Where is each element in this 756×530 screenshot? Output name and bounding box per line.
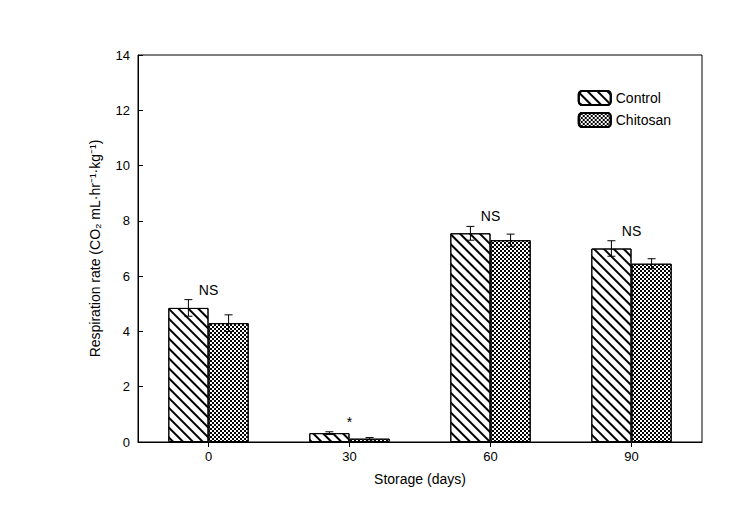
svg-text:8: 8 <box>123 213 130 228</box>
svg-text:2: 2 <box>123 379 130 394</box>
svg-text:10: 10 <box>116 158 130 173</box>
svg-text:Chitosan: Chitosan <box>616 112 671 128</box>
svg-text:Storage (days): Storage (days) <box>374 471 466 487</box>
svg-text:NS: NS <box>481 208 500 224</box>
svg-text:0: 0 <box>123 435 130 450</box>
svg-text:60: 60 <box>483 449 497 464</box>
svg-text:30: 30 <box>342 449 356 464</box>
svg-text:Respiration rate (CO₂ mL·hr⁻¹·: Respiration rate (CO₂ mL·hr⁻¹·kg⁻¹) <box>87 140 103 358</box>
svg-text:*: * <box>347 414 353 430</box>
svg-text:0: 0 <box>205 449 212 464</box>
svg-text:4: 4 <box>123 324 130 339</box>
svg-text:NS: NS <box>199 282 218 298</box>
svg-text:Control: Control <box>616 90 661 106</box>
svg-text:6: 6 <box>123 269 130 284</box>
svg-text:12: 12 <box>116 103 130 118</box>
svg-text:14: 14 <box>116 48 130 63</box>
svg-text:NS: NS <box>622 223 641 239</box>
svg-text:90: 90 <box>624 449 638 464</box>
